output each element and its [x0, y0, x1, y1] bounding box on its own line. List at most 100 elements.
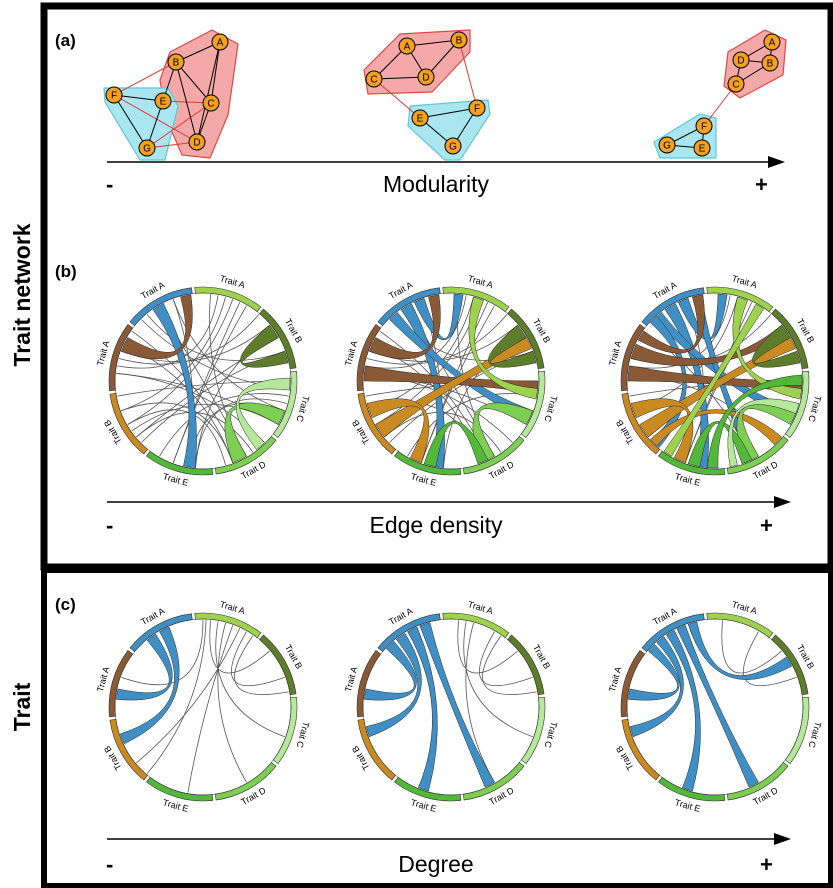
intra-module-edge: [373, 76, 427, 80]
axis-modularity: - Modularity +: [106, 156, 785, 197]
node-label: B: [173, 58, 180, 69]
thin-link: [366, 314, 508, 365]
node-label: B: [456, 36, 463, 47]
chord-ribbon: [752, 324, 801, 368]
sector-label: Trait A: [607, 340, 624, 367]
ring-inner-outline: [362, 618, 540, 796]
ring-sector-7: [108, 650, 134, 718]
node-label: G: [663, 141, 671, 152]
thin-link: [215, 621, 285, 738]
chord-ribbon: [413, 293, 464, 340]
node-c: [202, 94, 220, 112]
ring-inner-outline: [362, 292, 540, 470]
thin-link: [121, 296, 226, 412]
node-d: [188, 133, 206, 151]
chord-ribbon: [240, 324, 289, 368]
thin-link: [146, 314, 285, 361]
thin-link: [159, 393, 289, 457]
node-e: [411, 109, 429, 127]
node-g: [444, 137, 462, 155]
ring-sector-1: [194, 286, 262, 313]
axis-plus: +: [755, 172, 768, 197]
node-a: [211, 33, 229, 51]
network-1: A B E C D F G: [103, 29, 239, 161]
ring-sector-1: [442, 612, 510, 639]
thin-link: [121, 619, 204, 686]
sector-label: Trait C: [542, 395, 559, 424]
axis-degree: - Degree +: [106, 833, 791, 877]
chord-ribbon: [419, 622, 495, 788]
thin-link: [131, 403, 279, 432]
thin-link: [234, 635, 289, 695]
sector-label: Trait C: [294, 395, 311, 424]
inter-module-edge: [146, 102, 212, 149]
thin-link: [209, 620, 270, 674]
intra-module-edge: [113, 94, 148, 149]
chord-ribbon: [707, 374, 803, 469]
node-label: F: [111, 91, 117, 102]
thin-link: [743, 631, 797, 686]
thin-link: [127, 299, 234, 425]
sector-label: Trait A: [343, 666, 360, 693]
module-hull-blue: [407, 99, 491, 161]
axis-minus: -: [106, 852, 113, 877]
chord-ribbon: [629, 636, 684, 738]
sector-label: Trait A: [343, 340, 360, 367]
intra-module-edge: [419, 107, 478, 119]
intra-module-edge: [210, 41, 221, 104]
thin-link: [195, 398, 288, 468]
thin-link: [172, 301, 241, 463]
thin-link: [463, 621, 533, 738]
inter-module-edge: [373, 78, 421, 119]
thin-link: [136, 627, 241, 764]
axis-minus: -: [106, 513, 113, 538]
axis-label-modularity: Modularity: [383, 171, 490, 197]
node-d: [732, 51, 750, 69]
node-label: A: [404, 42, 411, 53]
chord-ribbon: [365, 632, 422, 738]
intra-module-edge: [406, 39, 460, 47]
node-label: C: [207, 99, 214, 110]
node-g: [138, 139, 156, 157]
node-label: D: [193, 138, 200, 149]
sector-label: Trait C: [294, 721, 311, 750]
thin-link: [136, 411, 254, 453]
node-g: [658, 136, 676, 154]
thin-link: [118, 314, 260, 365]
chord-ribbon: [649, 409, 782, 447]
axis-label-degree: Degree: [398, 851, 473, 877]
node-label: E: [699, 144, 706, 155]
ring-sector-1: [706, 612, 774, 639]
node-b: [450, 31, 468, 49]
ring-sector-7: [620, 650, 646, 718]
ring-inner-outline: [114, 292, 292, 470]
sector-label: Trait A: [731, 273, 758, 290]
network-2: A B C D E F G: [363, 29, 491, 161]
inter-module-edge: [458, 39, 478, 109]
thin-link: [146, 620, 207, 774]
node-label: G: [449, 142, 457, 153]
chord-ribbon: [468, 296, 538, 400]
intra-module-edge: [175, 61, 212, 104]
node-f: [695, 117, 713, 135]
node-f: [468, 99, 486, 117]
ring-sector-3: [520, 696, 546, 764]
chord-ribbon: [676, 624, 759, 788]
intra-module-edge: [175, 61, 198, 143]
node-label: G: [143, 144, 151, 155]
thin-link: [384, 411, 502, 453]
node-label: A: [217, 38, 224, 49]
sector-label: Trait A: [731, 599, 758, 616]
sector-label: Trait A: [95, 666, 112, 693]
inter-module-edge: [113, 94, 198, 143]
thin-link: [721, 620, 782, 674]
chord-ribbon: [488, 324, 537, 368]
ring-sector-3: [784, 696, 810, 764]
network-3: A D B C F G E: [653, 29, 787, 159]
section-title-trait-network: Trait network: [9, 223, 35, 366]
